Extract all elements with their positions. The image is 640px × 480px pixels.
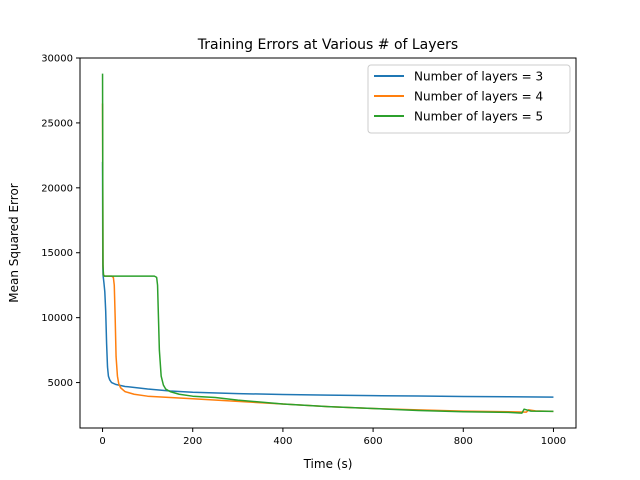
y-tick-label: 30000 xyxy=(41,54,73,65)
x-tick-label: 1000 xyxy=(541,436,566,447)
y-tick-label: 25000 xyxy=(41,118,73,129)
series-line-1 xyxy=(101,161,554,398)
legend-label-3: Number of layers = 5 xyxy=(414,110,543,124)
x-tick-label: 600 xyxy=(364,436,383,447)
series-line-3 xyxy=(101,73,554,414)
x-tick-label: 200 xyxy=(183,436,202,447)
x-tick-label: 0 xyxy=(99,436,105,447)
x-tick-label: 800 xyxy=(454,436,473,447)
legend-box xyxy=(367,64,571,134)
x-axis-ticks: 0 200 400 600 800 1000 xyxy=(99,428,566,447)
axes xyxy=(79,57,577,429)
series-line-2 xyxy=(101,103,554,413)
x-tick-label: 400 xyxy=(273,436,292,447)
y-axis-label: Mean Squared Error xyxy=(7,183,21,303)
y-tick-label: 10000 xyxy=(41,313,73,324)
series-layer xyxy=(101,73,554,414)
x-axis-label: Time (s) xyxy=(303,457,353,471)
legend: Number of layers = 3 Number of layers = 4… xyxy=(367,64,571,134)
y-tick-label: 5000 xyxy=(48,378,73,389)
y-tick-label: 20000 xyxy=(41,183,73,194)
legend-label-1: Number of layers = 3 xyxy=(414,70,543,84)
legend-label-2: Number of layers = 4 xyxy=(414,90,543,104)
plot-frame xyxy=(79,57,577,429)
chart-title: Training Errors at Various # of Layers xyxy=(197,37,458,53)
y-tick-label: 15000 xyxy=(41,248,73,259)
y-axis-ticks: 5000 10000 15000 20000 25000 30000 xyxy=(41,54,80,389)
